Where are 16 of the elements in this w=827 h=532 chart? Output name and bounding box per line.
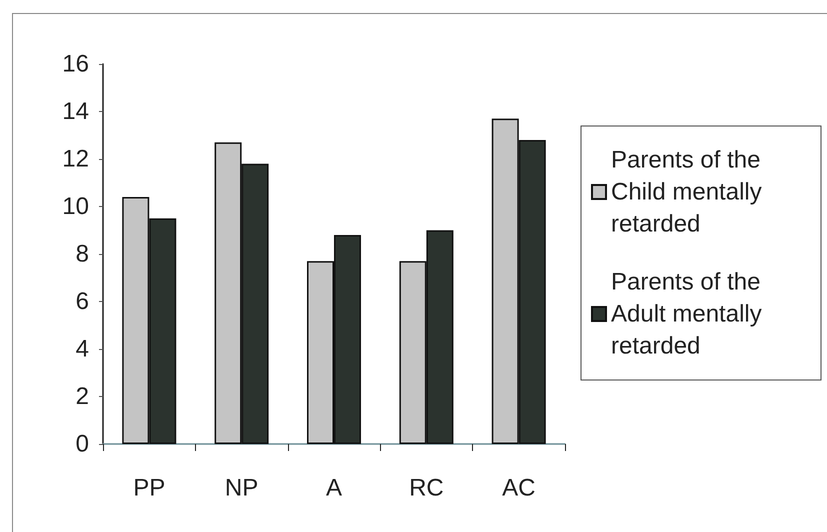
y-tick-label: 16	[62, 50, 89, 78]
y-tick-label: 0	[76, 430, 89, 458]
y-tick-label: 14	[62, 98, 89, 125]
x-tick-label: PP	[133, 474, 166, 502]
x-tick-label: A	[326, 474, 342, 502]
legend-label: Parents of the Child mentally retarded	[611, 146, 768, 238]
x-tick-label: RC	[409, 474, 444, 502]
y-tick-label: 12	[62, 146, 89, 172]
x-tick-label: NP	[224, 474, 258, 502]
y-tick-label: 2	[76, 383, 89, 410]
y-tick-label: 6	[76, 288, 89, 315]
legend-label: Parents of the Adult mentally retarded	[611, 268, 768, 360]
y-tick-label: 4	[76, 336, 89, 362]
y-tick-label: 10	[62, 193, 89, 220]
x-tick-label: AC	[502, 474, 536, 502]
y-tick-label: 8	[76, 240, 89, 268]
